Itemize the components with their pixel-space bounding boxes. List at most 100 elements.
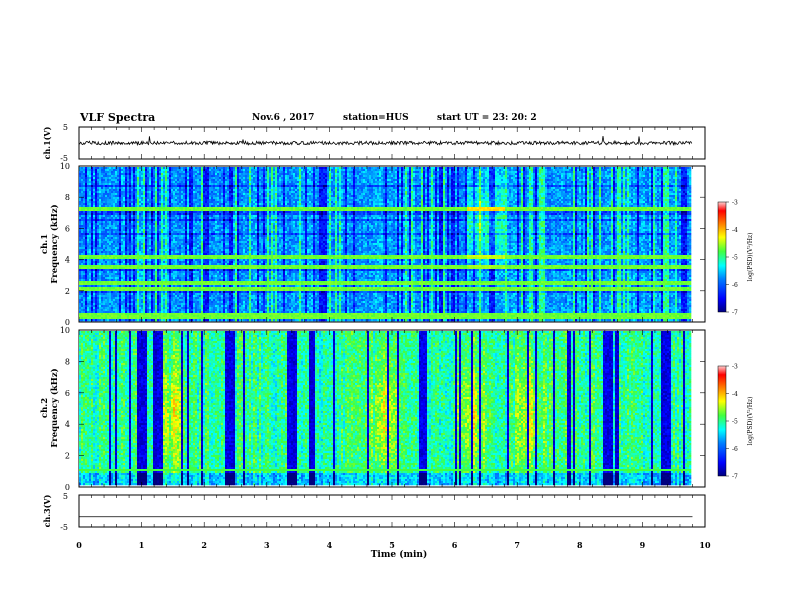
spectrogram-cell [83, 249, 85, 251]
spectrogram-cell [91, 271, 93, 273]
spectrogram-cell [93, 187, 95, 189]
spectrogram-cell [83, 211, 85, 213]
spectrogram-cell [87, 271, 89, 273]
spectrogram-cell [93, 207, 95, 209]
spectrogram-cell [85, 203, 87, 205]
spectrogram-cell [91, 263, 93, 265]
spectrogram-cell [89, 217, 91, 219]
spectrogram-cell [85, 317, 87, 319]
spectrogram-cell [79, 167, 81, 169]
spectrogram-cell [85, 315, 87, 317]
spectrogram-cell [93, 177, 95, 179]
spectrogram-cell [87, 195, 89, 197]
spectrogram-cell [89, 289, 91, 291]
spectrogram-cell [83, 317, 85, 319]
spectrogram-cell [87, 185, 89, 187]
spectrogram-cell [85, 173, 87, 175]
spectrogram-cell [81, 301, 83, 303]
spectrogram-cell [93, 317, 95, 319]
spectrogram-cell [95, 255, 97, 257]
spectrogram-cell [85, 197, 87, 199]
spectrogram-cell [85, 299, 87, 301]
spectrogram-cell [95, 231, 97, 233]
spectrogram-cell [85, 311, 87, 313]
spectrogram-cell [91, 293, 93, 295]
spectrogram-cell [85, 191, 87, 193]
spectrogram-cell [85, 221, 87, 223]
spectrogram-cell [85, 309, 87, 311]
spectrogram-cell [83, 271, 85, 273]
spectrogram-cell [87, 167, 89, 169]
spectrogram-cell [83, 207, 85, 209]
spectrogram-cell [81, 193, 83, 195]
spectrogram-cell [83, 169, 85, 171]
spectrogram-cell [95, 181, 97, 183]
spectrogram-cell [95, 251, 97, 253]
spectrogram-cell [85, 269, 87, 271]
spectrogram-cell [93, 241, 95, 243]
spectrogram-cell [93, 257, 95, 259]
spectrogram-cell [95, 211, 97, 213]
spectrogram-cell [89, 245, 91, 247]
spectrogram-cell [83, 223, 85, 225]
spectrogram-cell [93, 287, 95, 289]
spectrogram-cell [79, 225, 81, 227]
spectrogram-cell [89, 311, 91, 313]
spectrogram-cell [91, 245, 93, 247]
spectrogram-cell [93, 249, 95, 251]
spectrogram-cell [79, 251, 81, 253]
spectrogram-cell [81, 243, 83, 245]
spectrogram-cell [87, 197, 89, 199]
spectrogram-cell [79, 243, 81, 245]
spectrogram-cell [89, 307, 91, 309]
spectrogram-cell [83, 257, 85, 259]
spectrogram-cell [87, 239, 89, 241]
spectrogram-cell [95, 239, 97, 241]
spectrogram-cell [83, 291, 85, 293]
spectrogram-cell [91, 193, 93, 195]
spectrogram-cell [79, 295, 81, 297]
spectrogram-cell [79, 231, 81, 233]
spectrogram-cell [91, 283, 93, 285]
spectrogram-cell [85, 189, 87, 191]
spectrogram-cell [85, 275, 87, 277]
spectrogram-cell [81, 177, 83, 179]
spectrogram-cell [89, 269, 91, 271]
spectrogram-cell [91, 269, 93, 271]
spectrogram-cell [93, 167, 95, 169]
spectrogram-cell [81, 191, 83, 193]
spectrogram-cell [89, 293, 91, 295]
spectrogram-cell [87, 259, 89, 261]
spectrogram-cell [91, 233, 93, 235]
spectrogram-cell [87, 245, 89, 247]
spectrogram-cell [85, 209, 87, 211]
spectrogram-cell [83, 253, 85, 255]
spectrogram-cell [89, 283, 91, 285]
spectrogram-cell [81, 303, 83, 305]
spectrogram-cell [93, 171, 95, 173]
spectrogram-cell [91, 257, 93, 259]
spectrogram-cell [89, 229, 91, 231]
panel-ch1-spectrogram: 0246810 Frequency (kHz) ch.1 -3-4-5-6-7 … [40, 162, 754, 327]
spectrogram-cell [89, 273, 91, 275]
spectrogram-cell [83, 215, 85, 217]
spectrogram-cell [87, 201, 89, 203]
spectrogram-cell [89, 263, 91, 265]
spectrogram-cell [85, 285, 87, 287]
spectrogram-cell [93, 319, 95, 321]
spectrogram-cell [91, 175, 93, 177]
spectrogram-cell [91, 185, 93, 187]
spectrogram-cell [95, 219, 97, 221]
spectrogram-cell [91, 279, 93, 281]
spectrogram-cell [91, 317, 93, 319]
spectrogram-cell [81, 175, 83, 177]
spectrogram-cell [91, 219, 93, 221]
spectrogram-cell [91, 223, 93, 225]
spectrogram-cell [91, 207, 93, 209]
spectrogram-cell [79, 309, 81, 311]
spectrogram-cell [81, 203, 83, 205]
spectrogram-cell [79, 317, 81, 319]
spectrogram-cell [85, 219, 87, 221]
spectrogram-cell [95, 215, 97, 217]
spectrogram-cell [79, 287, 81, 289]
